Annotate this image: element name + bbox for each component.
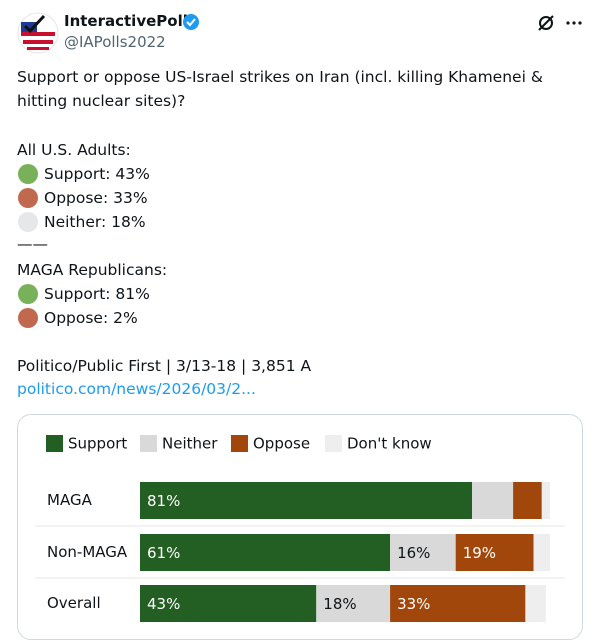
tweet-text: MAGA Republicans: <box>17 261 168 279</box>
value-label: 16% <box>397 544 430 562</box>
category-label: Non-MAGA <box>47 543 128 561</box>
tweet-text: Neither: 18% <box>44 213 146 231</box>
link[interactable]: politico.com/news/2026/03/2... <box>17 380 256 398</box>
value-label: 19% <box>463 544 496 562</box>
more-button[interactable] <box>565 13 583 33</box>
bar-segment <box>472 482 514 519</box>
bar-segment <box>390 534 456 571</box>
avatar[interactable] <box>17 12 59 54</box>
bar-segment <box>140 482 473 519</box>
bar-segment <box>525 585 546 622</box>
value-label: 33% <box>397 595 430 613</box>
emoji-dot <box>18 284 38 304</box>
tweet-text: Support or oppose US-Israel strikes on I… <box>17 68 543 86</box>
tweet-text: —— <box>17 235 48 253</box>
emoji-dot <box>18 212 38 232</box>
bar-segment <box>533 534 550 571</box>
legend-label: Oppose <box>253 435 310 453</box>
tweet-text: Politico/Public First | 3/13-18 | 3,851 … <box>17 357 312 375</box>
tweet-text: Oppose: 2% <box>44 309 138 327</box>
legend-swatch <box>140 435 157 452</box>
category-label: MAGA <box>47 491 93 509</box>
value-label: 81% <box>147 492 180 510</box>
bar-segment <box>541 482 550 519</box>
bar-segment <box>455 534 534 571</box>
bar-segment <box>390 585 526 622</box>
value-label: 61% <box>147 544 180 562</box>
bar-segment <box>513 482 542 519</box>
tweet-text: Oppose: 33% <box>44 189 148 207</box>
tweet-text: All U.S. Adults: <box>17 141 131 159</box>
legend-swatch <box>46 435 63 452</box>
tweet-text: Support: 43% <box>44 165 150 183</box>
author-handle[interactable]: @IAPolls2022 <box>64 33 166 51</box>
category-label: Overall <box>47 594 101 612</box>
chart: Support Neither Oppose Don't know MAGA 81% Non… <box>35 435 565 622</box>
tweet-text: Support: 81% <box>44 285 150 303</box>
value-label: 18% <box>323 595 356 613</box>
emoji-dot <box>18 164 38 184</box>
grok-icon[interactable] <box>536 13 556 33</box>
emoji-dot <box>18 188 38 208</box>
legend-label: Support <box>68 435 127 453</box>
verified-badge <box>183 14 199 30</box>
legend-swatch <box>325 435 342 452</box>
link-card[interactable] <box>17 414 583 640</box>
bar-segment <box>140 534 391 571</box>
tweet-text: hitting nuclear sites)? <box>17 92 186 110</box>
author-name[interactable]: InteractivePolls <box>64 12 197 30</box>
emoji-dot <box>18 308 38 328</box>
bar-segment <box>316 585 391 622</box>
legend-label: Don't know <box>347 435 432 453</box>
bar-segment <box>140 585 317 622</box>
value-label: 43% <box>147 595 180 613</box>
legend-swatch <box>231 435 248 452</box>
legend-label: Neither <box>162 435 218 453</box>
